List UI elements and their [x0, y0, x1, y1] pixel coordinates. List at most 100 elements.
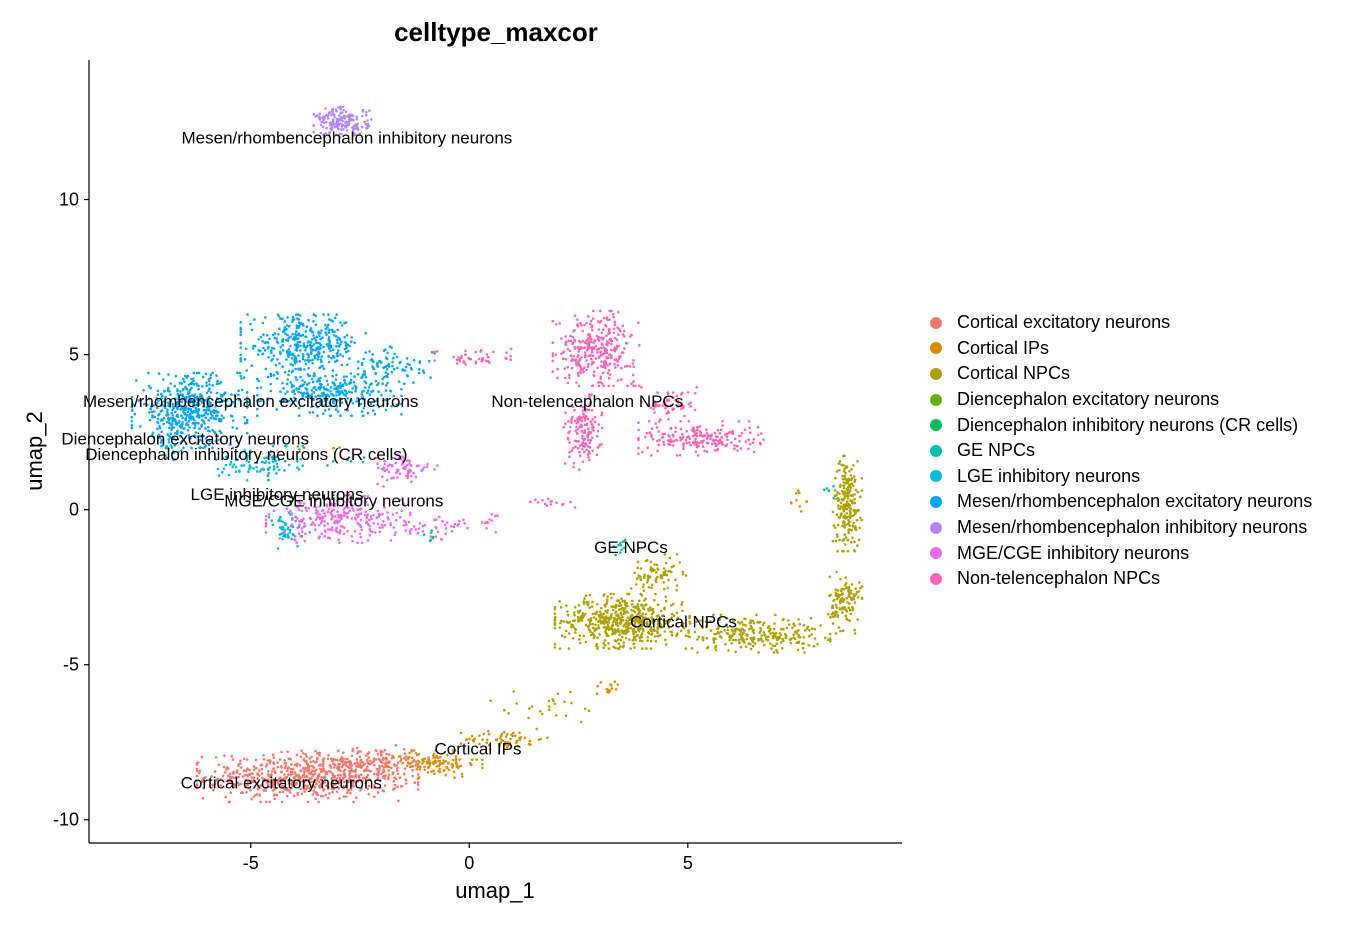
data-point	[341, 766, 344, 769]
data-point	[638, 600, 641, 603]
data-point	[302, 759, 305, 762]
data-point	[167, 373, 170, 376]
data-point	[487, 730, 490, 733]
data-point	[257, 353, 260, 356]
data-point	[686, 436, 689, 439]
data-point	[249, 323, 252, 326]
data-point	[663, 443, 666, 446]
data-point	[847, 516, 850, 519]
data-point	[388, 753, 391, 756]
data-point	[442, 762, 445, 765]
data-point	[603, 317, 606, 320]
data-point	[419, 360, 422, 363]
data-point	[491, 513, 494, 516]
data-point	[688, 420, 691, 423]
data-point	[388, 365, 391, 368]
data-point	[836, 550, 839, 553]
data-point	[163, 417, 166, 420]
data-point	[464, 363, 467, 366]
data-point	[798, 492, 801, 495]
data-point	[562, 357, 565, 360]
data-point	[732, 433, 735, 436]
data-point	[327, 383, 330, 386]
data-point	[578, 385, 581, 388]
data-point	[335, 529, 338, 532]
data-point	[581, 419, 584, 422]
data-point	[319, 763, 322, 766]
data-point	[241, 389, 244, 392]
data-point	[719, 432, 722, 435]
data-point	[557, 692, 560, 695]
data-point	[831, 613, 834, 616]
data-point	[679, 436, 682, 439]
data-point	[665, 643, 668, 646]
data-point	[296, 345, 299, 348]
data-point	[361, 542, 364, 545]
data-point	[273, 762, 276, 765]
data-point	[843, 525, 846, 528]
data-point	[381, 383, 384, 386]
data-point	[201, 385, 204, 388]
data-point	[640, 567, 643, 570]
data-point	[319, 513, 322, 516]
data-point	[311, 362, 314, 365]
data-point	[636, 567, 639, 570]
data-point	[285, 765, 288, 768]
data-point	[320, 795, 323, 798]
data-point	[346, 530, 349, 533]
data-point	[327, 536, 330, 539]
data-point	[695, 386, 698, 389]
data-point	[240, 464, 243, 467]
data-point	[204, 416, 207, 419]
data-point	[394, 787, 397, 790]
data-point	[244, 422, 247, 425]
data-point	[586, 349, 589, 352]
data-point	[176, 415, 179, 418]
data-point	[741, 432, 744, 435]
data-point	[353, 770, 356, 773]
data-point	[319, 342, 322, 345]
data-point	[679, 439, 682, 442]
data-point	[715, 649, 718, 652]
data-point	[623, 330, 626, 333]
data-point	[151, 416, 154, 419]
data-point	[675, 635, 678, 638]
data-point	[437, 531, 440, 534]
data-point	[333, 356, 336, 359]
data-point	[685, 430, 688, 433]
data-point	[853, 595, 856, 598]
data-point	[265, 368, 268, 371]
data-point	[349, 381, 352, 384]
data-point	[298, 414, 301, 417]
data-point	[294, 355, 297, 358]
data-point	[223, 766, 226, 769]
data-point	[600, 681, 603, 684]
data-point	[650, 587, 653, 590]
data-point	[365, 111, 368, 114]
data-point	[346, 343, 349, 346]
data-point	[362, 110, 365, 113]
data-point	[839, 602, 842, 605]
data-point	[845, 536, 848, 539]
data-point	[310, 327, 313, 330]
data-point	[750, 627, 753, 630]
data-point	[583, 451, 586, 454]
data-point	[728, 636, 731, 639]
data-point	[333, 334, 336, 337]
data-point	[294, 539, 297, 542]
data-point	[365, 376, 368, 379]
data-point	[663, 567, 666, 570]
data-point	[327, 757, 330, 760]
data-point	[816, 643, 819, 646]
data-point	[211, 372, 214, 375]
data-point	[840, 505, 843, 508]
data-point	[534, 499, 537, 502]
data-point	[616, 345, 619, 348]
data-point	[593, 370, 596, 373]
data-point	[555, 323, 558, 326]
data-point	[331, 329, 334, 332]
data-point	[681, 433, 684, 436]
data-point	[409, 766, 412, 769]
data-point	[659, 576, 662, 579]
data-point	[344, 769, 347, 772]
